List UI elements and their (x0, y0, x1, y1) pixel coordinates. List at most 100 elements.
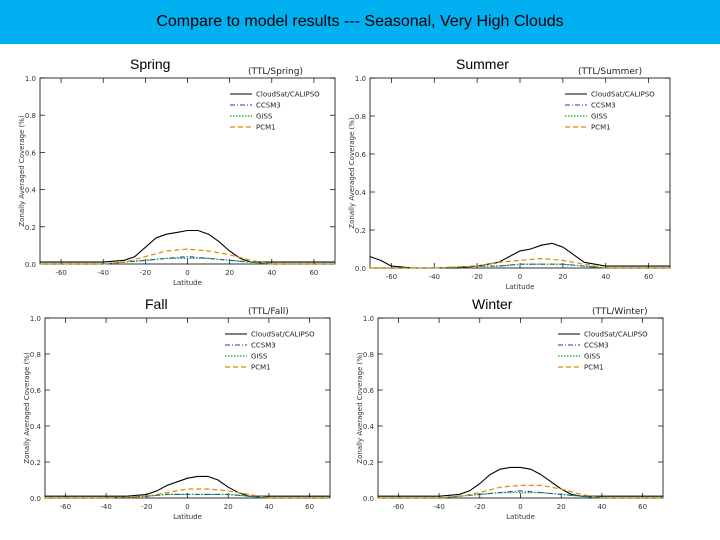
x-tick-label-spring: -20 (140, 269, 151, 277)
x-tick-label-summer: -60 (386, 273, 397, 281)
plot-frame-fall (44, 317, 331, 499)
y-tick-label-winter: 0.0 (363, 495, 374, 503)
legend-label-pcm1-spring: PCM1 (256, 124, 276, 132)
x-tick-label-winter: -20 (474, 503, 485, 511)
plot-frame-spring (39, 77, 336, 265)
series-line-ccsm3-summer (370, 263, 670, 269)
chart-summer: 0.0 0.2 0.4 0.6 0.8 1.0 -60 -40 -20 0 20 40 60 Latitu… (348, 67, 671, 291)
page-title: Compare to model results --- Seasonal, V… (156, 13, 564, 30)
x-tick-label-summer: 60 (644, 273, 653, 281)
x-tick-label-spring: 20 (225, 269, 234, 277)
y-tick-label-winter: 0.2 (363, 459, 374, 467)
y-tick-label-fall: 0.6 (30, 387, 42, 395)
x-tick-label-summer: 0 (518, 273, 522, 281)
season-label-fall: Fall (145, 296, 168, 312)
y-tick-label-fall: 1.0 (30, 315, 41, 323)
legend-label-giss-spring: GISS (256, 113, 273, 121)
legend-label-pcm1-fall: PCM1 (251, 364, 271, 372)
legend-label-giss-winter: GISS (584, 353, 601, 361)
x-tick-label-fall: 40 (264, 503, 273, 511)
legend-label-ccsm3-spring: CCSM3 (256, 102, 281, 110)
chart-winter: 0.0 0.2 0.4 0.6 0.8 1.0 -60 -40 -20 0 20 40 60 Latitu… (356, 307, 664, 521)
y-tick-label-spring: 0.6 (25, 149, 37, 157)
series-line-giss-spring (40, 257, 335, 265)
y-tick-label-winter: 0.6 (363, 387, 375, 395)
legend-label-pcm1-winter: PCM1 (584, 364, 604, 372)
y-tick-label-winter: 1.0 (363, 315, 374, 323)
y-tick-label-fall: 0.8 (30, 351, 41, 359)
y-tick-label-spring: 0.4 (25, 187, 37, 195)
legend-label-calipso-fall: CloudSat/CALIPSO (251, 331, 315, 339)
x-tick-label-winter: -40 (433, 503, 444, 511)
x-tick-label-winter: 0 (518, 503, 522, 511)
y-tick-label-fall: 0.4 (30, 423, 42, 431)
legend-label-ccsm3-fall: CCSM3 (251, 342, 276, 350)
x-tick-label-winter: 40 (597, 503, 606, 511)
series-line-pcm1-spring (40, 248, 335, 265)
x-tick-label-fall: -20 (141, 503, 152, 511)
x-tick-label-summer: 40 (601, 273, 610, 281)
plot-title-spring: (TTL/Spring) (248, 67, 303, 77)
x-tick-label-fall: 0 (185, 503, 189, 511)
series-line-calipso-winter (378, 466, 663, 497)
x-tick-label-winter: 60 (638, 503, 647, 511)
legend-label-ccsm3-winter: CCSM3 (584, 342, 609, 350)
x-axis-label-fall: Latitude (173, 513, 202, 521)
title-bar: Compare to model results --- Seasonal, V… (0, 0, 720, 44)
y-tick-label-fall: 0.2 (30, 459, 41, 467)
plot-frame-winter (377, 317, 664, 499)
x-tick-label-summer: 20 (558, 273, 567, 281)
x-tick-label-fall: -40 (100, 503, 111, 511)
series-line-giss-summer (370, 263, 670, 269)
y-tick-label-summer: 0.2 (355, 227, 366, 235)
legend-label-giss-fall: GISS (251, 353, 268, 361)
x-axis-label-spring: Latitude (173, 279, 202, 287)
x-tick-label-summer: -20 (471, 273, 482, 281)
chart-fall: 0.0 0.2 0.4 0.6 0.8 1.0 -60 -40 -20 0 20 40 60 Latitu… (23, 307, 331, 521)
y-tick-label-spring: 0.2 (25, 224, 36, 232)
y-axis-label-fall: Zonally Averaged Coverage (%) (23, 352, 31, 464)
series-line-pcm1-fall (45, 488, 330, 499)
x-tick-label-spring: -60 (55, 269, 66, 277)
y-tick-label-summer: 0.4 (355, 189, 367, 197)
y-tick-label-summer: 1.0 (355, 75, 366, 83)
legend-label-ccsm3-summer: CCSM3 (591, 102, 616, 110)
legend-label-pcm1-summer: PCM1 (591, 124, 611, 132)
y-tick-label-fall: 0.0 (30, 495, 41, 503)
plot-title-fall: (TTL/Fall) (248, 307, 289, 317)
x-tick-label-spring: 0 (185, 269, 189, 277)
chart-spring: 0.0 0.2 0.4 0.6 0.8 1.0 -60 -40 -20 0 20 40 60 Latitu… (18, 67, 336, 287)
x-axis-label-summer: Latitude (506, 283, 535, 291)
y-tick-label-spring: 0.8 (25, 112, 36, 120)
y-tick-label-spring: 1.0 (25, 75, 36, 83)
y-tick-label-winter: 0.4 (363, 423, 375, 431)
x-tick-label-winter: -60 (393, 503, 404, 511)
series-line-calipso-fall (45, 475, 330, 497)
plot-title-winter: (TTL/Winter) (592, 307, 648, 317)
legend-label-calipso-summer: CloudSat/CALIPSO (591, 91, 655, 99)
series-line-calipso-spring (40, 229, 335, 263)
y-tick-label-spring: 0.0 (25, 261, 36, 269)
x-tick-label-summer: -40 (429, 273, 440, 281)
x-axis-label-winter: Latitude (506, 513, 535, 521)
x-tick-label-spring: -40 (97, 269, 108, 277)
series-line-giss-winter (378, 492, 663, 499)
season-label-winter: Winter (472, 296, 513, 312)
legend-label-calipso-spring: CloudSat/CALIPSO (256, 91, 320, 99)
y-axis-label-summer: Zonally Averaged Coverage (%) (348, 117, 356, 229)
y-axis-label-winter: Zonally Averaged Coverage (%) (356, 352, 364, 464)
plot-frame-summer (369, 77, 671, 269)
x-tick-label-fall: 20 (224, 503, 233, 511)
plot-title-summer: (TTL/Summer) (578, 67, 642, 77)
series-line-pcm1-winter (378, 484, 663, 499)
x-tick-label-spring: 40 (267, 269, 276, 277)
x-tick-label-winter: 20 (557, 503, 566, 511)
legend-label-giss-summer: GISS (591, 113, 608, 121)
x-tick-label-fall: -60 (60, 503, 71, 511)
y-tick-label-summer: 0.8 (355, 113, 366, 121)
season-label-summer: Summer (456, 56, 509, 72)
legend-label-calipso-winter: CloudSat/CALIPSO (584, 331, 648, 339)
season-label-spring: Spring (130, 56, 171, 72)
x-tick-label-spring: 60 (309, 269, 318, 277)
y-axis-label-spring: Zonally Averaged Coverage (%) (18, 115, 26, 227)
